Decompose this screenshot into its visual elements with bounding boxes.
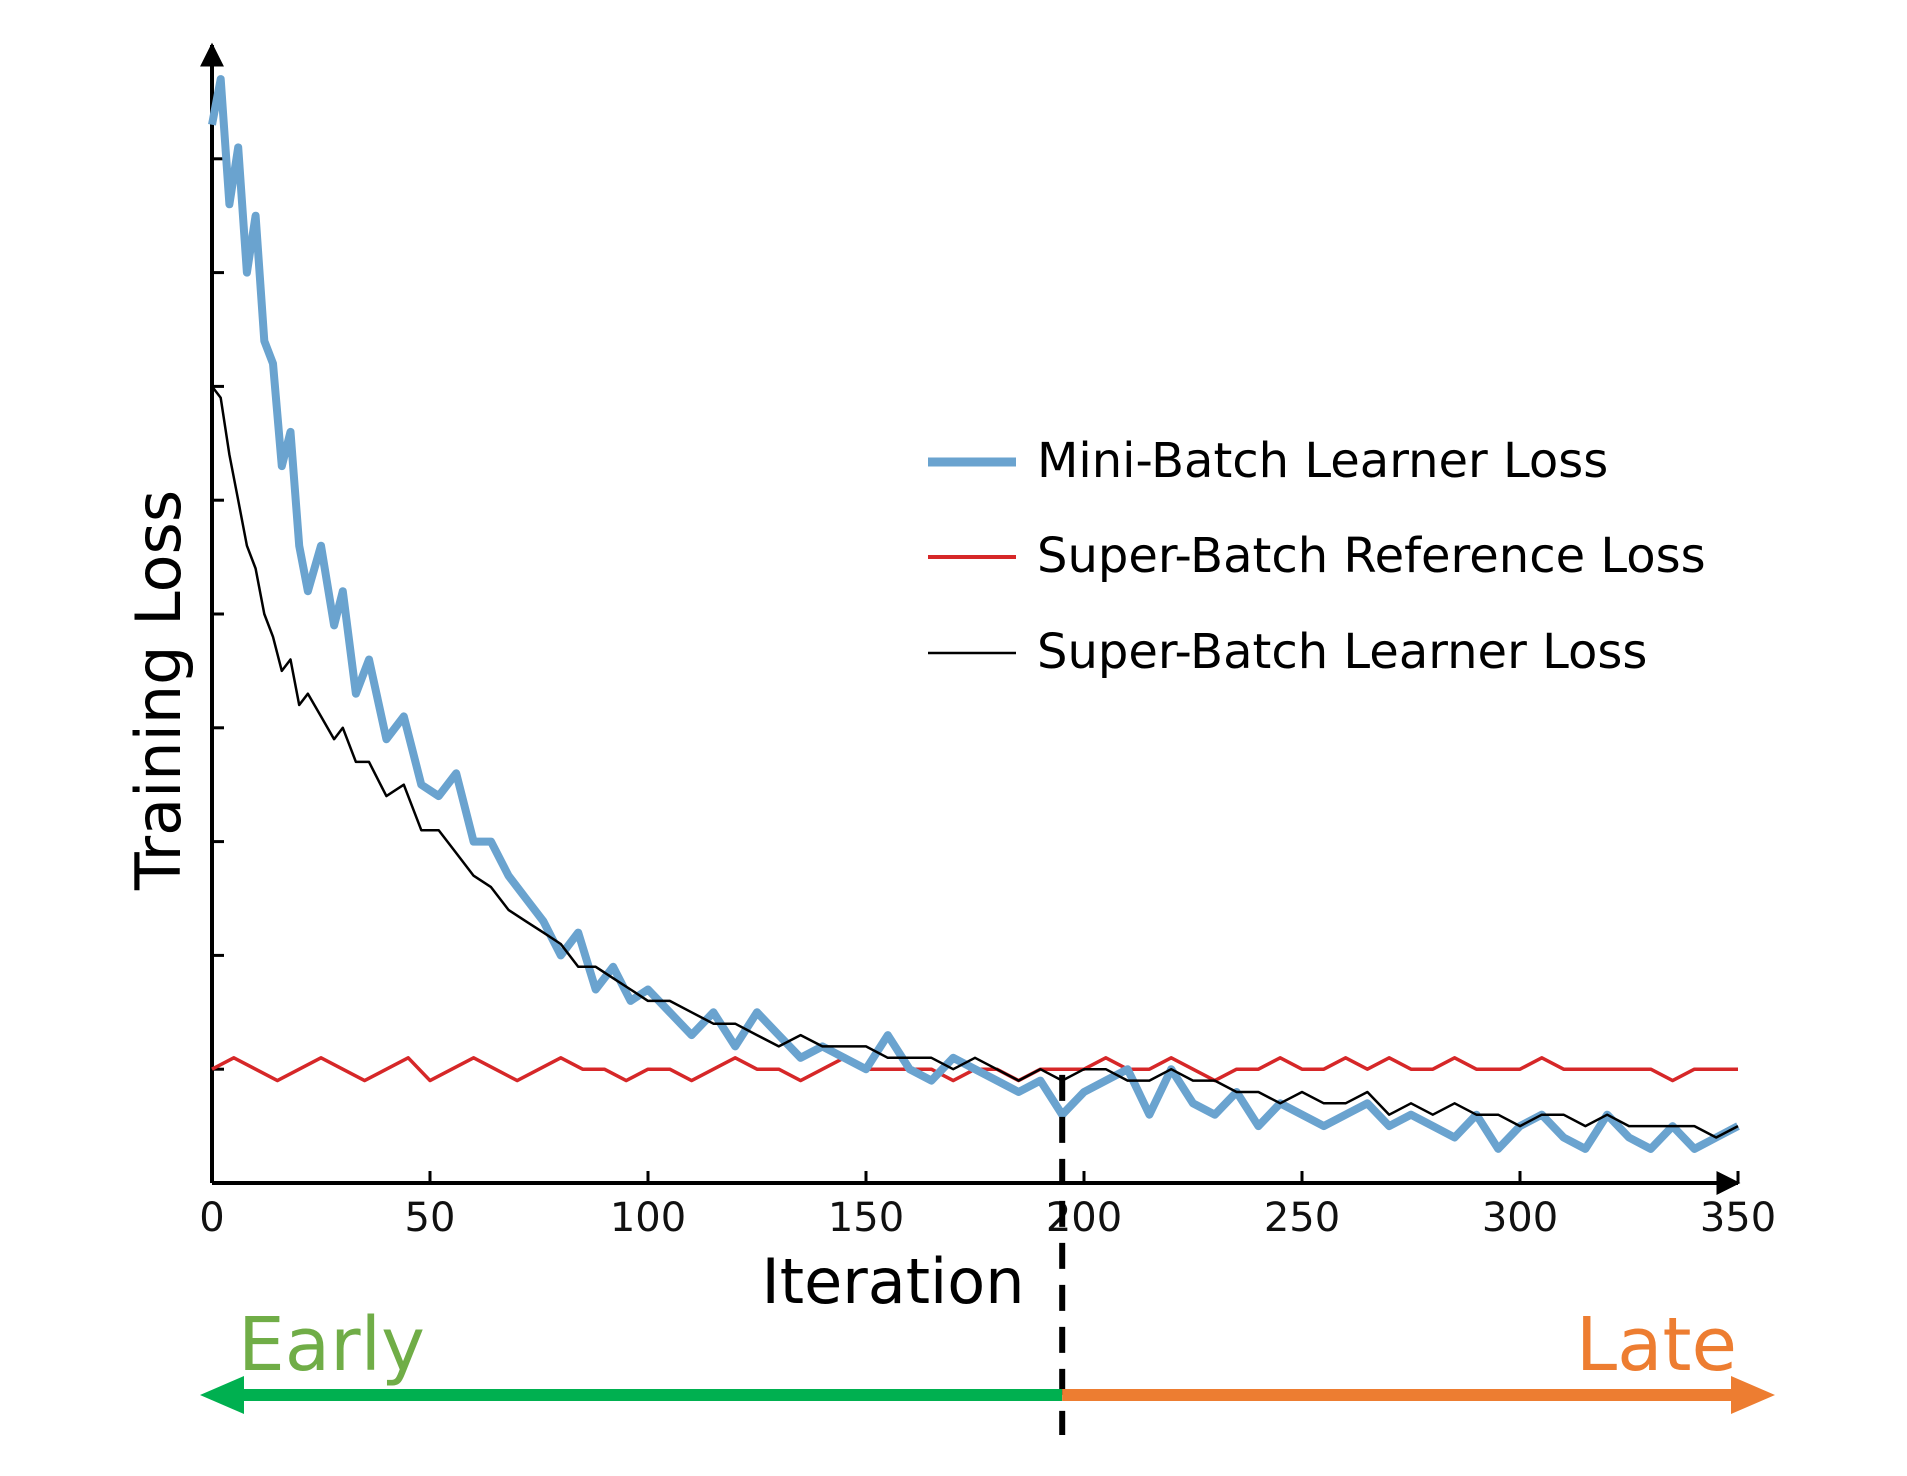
x-tick-label: 150 bbox=[828, 1195, 904, 1241]
y-axis-title: Training Loss bbox=[122, 490, 195, 891]
legend-label-super-batch-reference: Super-Batch Reference Loss bbox=[1037, 528, 1706, 584]
early-label: Early bbox=[238, 1302, 425, 1388]
super-batch-learner-loss-line bbox=[211, 385, 1739, 1139]
x-tick-label: 0 bbox=[199, 1195, 224, 1241]
x-tick-label: 300 bbox=[1482, 1195, 1558, 1241]
early-arrow-head bbox=[200, 1376, 244, 1414]
x-tick-label: 200 bbox=[1046, 1195, 1122, 1241]
mini-batch-learner-loss-line bbox=[208, 75, 1740, 1153]
x-axis-ticks bbox=[210, 1171, 1740, 1183]
x-axis-tick-labels: 0 50 100 150 200 250 300 350 bbox=[199, 1195, 1776, 1241]
series-layer bbox=[208, 75, 1740, 1153]
x-axis-title: Iteration bbox=[762, 1245, 1025, 1318]
legend-label-mini-batch: Mini-Batch Learner Loss bbox=[1037, 433, 1608, 489]
legend: Mini-Batch Learner Loss Super-Batch Refe… bbox=[928, 433, 1706, 680]
x-tick-label: 350 bbox=[1700, 1195, 1776, 1241]
phase-annotation: Early Late bbox=[200, 1302, 1775, 1414]
x-tick-label: 250 bbox=[1264, 1195, 1340, 1241]
late-label: Late bbox=[1576, 1302, 1737, 1388]
x-tick-label: 50 bbox=[405, 1195, 456, 1241]
legend-label-super-batch-learner: Super-Batch Learner Loss bbox=[1037, 624, 1647, 680]
x-tick-label: 100 bbox=[610, 1195, 686, 1241]
late-arrow-head bbox=[1731, 1376, 1775, 1414]
